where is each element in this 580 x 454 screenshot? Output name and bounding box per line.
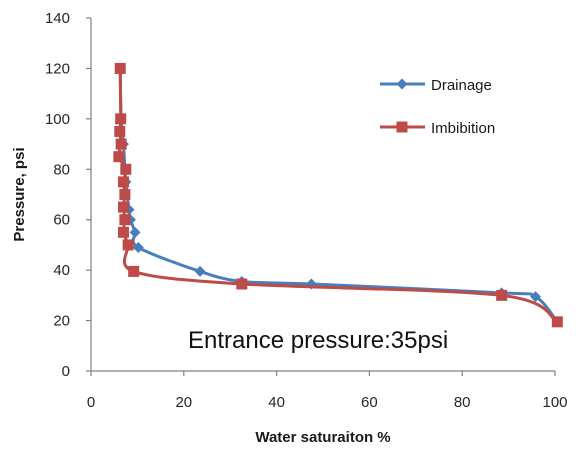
x-tick-label: 60: [361, 394, 378, 411]
x-tick-label: 20: [175, 394, 192, 411]
y-tick-label: 80: [53, 161, 70, 178]
imbibition-point: [236, 278, 248, 290]
x-axis-title: Water saturaiton %: [255, 429, 390, 446]
drainage-line: [118, 68, 559, 323]
x-ticks: 0 20 40 60 80 100: [87, 371, 568, 411]
imbibition-point: [119, 189, 131, 200]
imbibition-point: [117, 201, 129, 213]
imbibition-point: [114, 62, 126, 74]
legend-item-imbibition: Imbibition: [380, 120, 495, 137]
entrance-pressure-annotation: Entrance pressure:35psi: [188, 327, 448, 354]
legend-item-drainage: Drainage: [380, 77, 492, 94]
imbibition-point: [128, 265, 140, 277]
legend-label: Drainage: [431, 77, 492, 94]
drainage-point: [194, 265, 206, 277]
legend-marker: [396, 121, 408, 133]
imbibition-point: [120, 163, 132, 175]
x-tick-label: 80: [454, 394, 471, 411]
drainage-point: [132, 241, 144, 253]
legend: Drainage Imbibition: [380, 77, 495, 137]
imbibition-point: [551, 316, 563, 328]
y-tick-label: 60: [53, 212, 70, 229]
y-tick-label: 140: [45, 10, 70, 27]
x-tick-label: 0: [87, 394, 95, 411]
imbibition-point: [115, 138, 127, 150]
drainage-point: [129, 226, 141, 238]
y-tick-label: 120: [45, 60, 70, 77]
imbibition-point: [122, 239, 134, 251]
y-ticks: 0 20 40 60 80 100 120 140: [45, 10, 91, 380]
y-tick-label: 40: [53, 262, 70, 279]
imbibition-point: [114, 125, 126, 137]
imbibition-point: [117, 176, 129, 188]
imbibition-point: [117, 226, 129, 238]
drainage-point: [123, 204, 135, 216]
imbibition-point: [496, 289, 508, 301]
y-axis-title: Pressure, psi: [11, 147, 28, 241]
axes: 0 20 40 60 80 100 0 20 40 60 80 100 120 140: [45, 10, 568, 411]
legend-label: Imbibition: [431, 120, 495, 137]
imbibition-point: [119, 214, 131, 226]
x-tick-label: 40: [268, 394, 285, 411]
x-tick-label: 100: [542, 394, 567, 411]
y-tick-label: 20: [53, 313, 70, 330]
imbibition-point: [113, 151, 125, 163]
series-imbibition: [113, 62, 563, 328]
legend-marker: [396, 78, 408, 90]
y-tick-label: 0: [62, 363, 70, 380]
drainage-point: [530, 291, 542, 303]
y-tick-label: 100: [45, 111, 70, 128]
series-layer: [113, 62, 563, 328]
imbibition-point: [115, 113, 127, 125]
